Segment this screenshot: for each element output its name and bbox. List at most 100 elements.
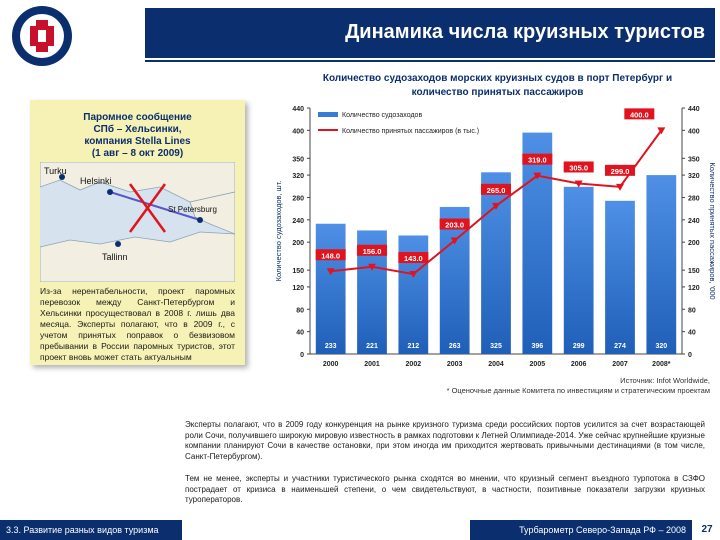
footer-section: 3.3. Развитие разных видов туризма	[0, 520, 182, 540]
line-value-label: 143.0	[404, 254, 423, 263]
line-value-label: 305.0	[569, 163, 588, 172]
line-point	[657, 127, 666, 135]
y-tick-label: 280	[292, 195, 304, 202]
note-title-line: СПб – Хельсинки,	[93, 124, 182, 135]
y2-tick-label: 240	[688, 218, 700, 225]
y-tick-label: 320	[292, 173, 304, 180]
line-point	[574, 180, 583, 188]
source-line: Источник: Infot Worldwide,	[620, 376, 710, 385]
line-value-label: 265.0	[487, 186, 506, 195]
y2-tick-label: 80	[688, 307, 696, 314]
line-point	[492, 202, 500, 210]
y-axis-label: Количество судозаходов, шт.	[274, 181, 283, 282]
page-title: Динамика числа круизных туристов	[345, 21, 705, 43]
line-value-label: 400.0	[630, 110, 649, 119]
source-line: * Оценочные данные Комитета по инвестици…	[446, 386, 710, 395]
y-tick-label: 440	[292, 106, 304, 113]
bar-value-label: 274	[614, 343, 626, 350]
y-tick-label: 120	[292, 285, 304, 292]
footer-publication: Турбарометр Северо-Запада РФ – 2008	[470, 520, 692, 540]
line-value-label: 203.0	[445, 221, 464, 230]
bar	[481, 172, 511, 354]
bar	[522, 132, 553, 354]
y2-tick-label: 320	[688, 173, 700, 180]
x-tick-label: 2008*	[652, 361, 671, 368]
header-band	[145, 8, 715, 58]
paragraph: Эксперты полагают, что в 2009 году конку…	[185, 420, 705, 461]
y-tick-label: 80	[296, 307, 304, 314]
note-title-line: (1 авг – 8 окт 2009)	[91, 148, 184, 159]
note-title-line: Паромное сообщение	[83, 112, 192, 123]
line-value-label: 148.0	[321, 251, 340, 260]
ferry-map: Turku Helsinki St Petersburg Tallinn	[40, 162, 235, 282]
association-logo	[12, 6, 72, 66]
line-point	[326, 268, 335, 276]
line-point	[409, 271, 418, 279]
header: Динамика числа круизных туристов	[0, 0, 720, 68]
y-tick-label: 0	[300, 352, 304, 359]
y2-tick-label: 40	[688, 330, 696, 337]
line-value-label: 156.0	[363, 247, 382, 256]
y-tick-label: 400	[292, 128, 304, 135]
x-tick-label: 2003	[447, 361, 463, 368]
x-tick-label: 2007	[612, 361, 628, 368]
map-label-spb: St Petersburg	[168, 205, 217, 214]
x-tick-label: 2006	[571, 361, 587, 368]
map-label-helsinki: Helsinki	[80, 176, 112, 186]
ferry-note: Паромное сообщение СПб – Хельсинки, комп…	[30, 100, 245, 365]
cancel-cross	[128, 183, 167, 233]
y2-tick-label: 0	[688, 352, 692, 359]
x-tick-label: 2005	[530, 361, 546, 368]
bar-value-label: 320	[655, 343, 667, 350]
legend-label-bars: Количество судозаходов	[342, 112, 422, 119]
chart-title: Количество судозаходов морских круизных …	[322, 73, 673, 98]
bar-value-label: 233	[325, 343, 337, 350]
bar	[315, 223, 346, 354]
bar	[605, 200, 635, 354]
bar-value-label: 212	[407, 343, 419, 350]
bar-value-label: 325	[490, 343, 502, 350]
bar-value-label: 221	[366, 343, 378, 350]
line-point	[368, 263, 376, 271]
y2-tick-label: 150	[688, 268, 700, 275]
line-value-box	[605, 164, 635, 176]
x-tick-label: 2002	[406, 361, 422, 368]
line-value-box	[563, 161, 594, 173]
bar-value-label: 396	[531, 343, 543, 350]
legend-label-line: Количество принятых пассажиров (в тыс.)	[342, 128, 479, 135]
y2-tick-label: 200	[688, 240, 700, 247]
bar	[563, 186, 594, 354]
y2-axis-label: Количество принятых пассажиров, '000	[708, 162, 717, 299]
header-divider	[145, 60, 715, 62]
line-value-box	[315, 249, 346, 261]
bar-value-label: 263	[449, 343, 461, 350]
line-value-box	[481, 183, 511, 195]
y-tick-label: 150	[292, 268, 304, 275]
y2-tick-label: 440	[688, 106, 700, 113]
line-point	[616, 183, 624, 191]
paragraph: Тем не менее, эксперты и участники турис…	[185, 474, 705, 504]
y2-tick-label: 280	[688, 195, 700, 202]
y-tick-label: 240	[292, 218, 304, 225]
legend-swatch-bars	[318, 112, 338, 117]
y2-tick-label: 120	[688, 285, 700, 292]
page-number: 27	[701, 524, 713, 535]
chart-source: Источник: Infot Worldwide, * Оценочные д…	[380, 376, 710, 396]
ferry-route	[109, 191, 201, 221]
x-tick-label: 2001	[364, 361, 380, 368]
line-value-box	[624, 108, 655, 120]
line-value-box	[357, 244, 387, 256]
line-value-box	[398, 252, 429, 264]
y2-tick-label: 350	[688, 156, 700, 163]
x-tick-label: 2004	[488, 361, 504, 368]
note-title: Паромное сообщение СПб – Хельсинки, комп…	[30, 112, 245, 160]
line-point	[450, 237, 459, 245]
y2-tick-label: 400	[688, 128, 700, 135]
line-value-box	[439, 218, 470, 230]
bar-value-label: 299	[573, 343, 585, 350]
note-text: Из-за нерентабельности, проект паромных …	[40, 286, 235, 362]
map-label-tallinn: Tallinn	[102, 252, 128, 262]
y-tick-label: 40	[296, 330, 304, 337]
y-tick-label: 200	[292, 240, 304, 247]
